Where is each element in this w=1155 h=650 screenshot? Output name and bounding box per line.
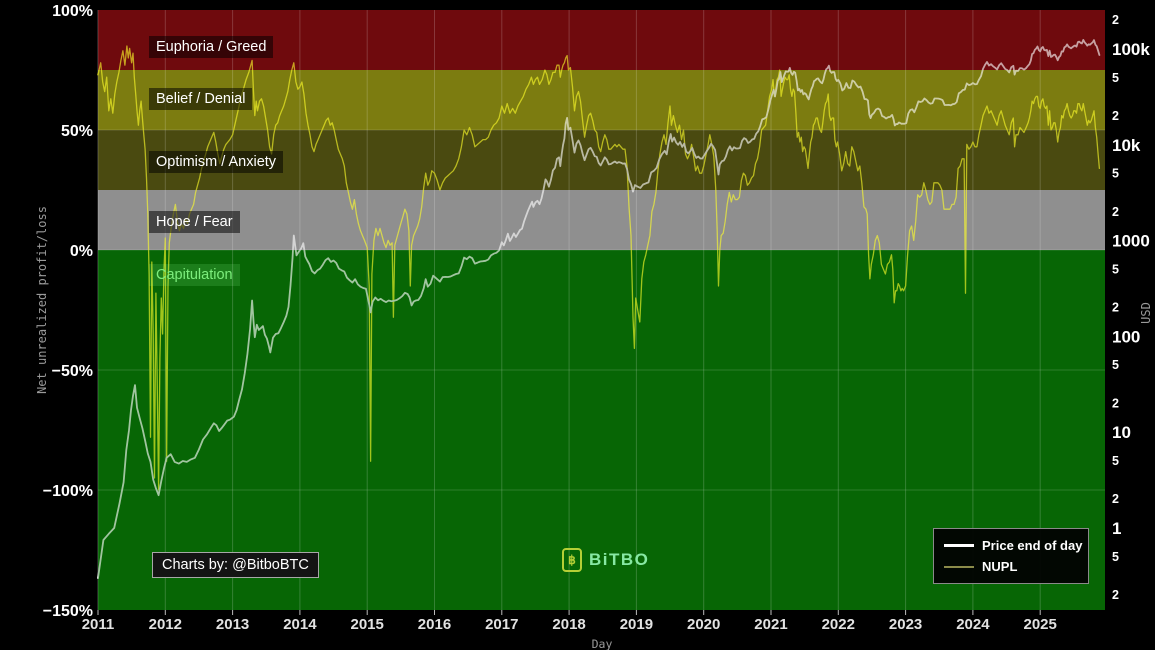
x-tick-label: 2024 — [956, 616, 990, 633]
bitcoin-b-icon: ฿ — [562, 548, 582, 572]
x-tick-label: 2016 — [418, 616, 451, 633]
y-axis-title-left: Net unrealized profit/loss — [35, 206, 49, 394]
y-right-tick-label: 2 — [1112, 205, 1119, 219]
x-tick-label: 2023 — [889, 616, 922, 633]
y-left-tick-label: 50% — [61, 123, 93, 140]
y-left-tick-label: −50% — [52, 363, 93, 380]
band-label-belief: Belief / Denial — [149, 88, 253, 110]
x-tick-label: 2022 — [822, 616, 855, 633]
x-tick-label: 2019 — [620, 616, 653, 633]
y-right-tick-label: 2 — [1112, 492, 1119, 506]
gridlines — [97, 10, 1105, 610]
band-label-euphoria: Euphoria / Greed — [149, 36, 274, 58]
bitbo-logo: ฿ BiTBO — [562, 548, 649, 572]
nupl-line — [97, 45, 1101, 491]
x-tick-label: 2014 — [283, 616, 317, 633]
y-right-tick-label: 100 — [1112, 327, 1140, 346]
y-right-tick-label: 2 — [1112, 109, 1119, 123]
watermark-text: Charts by: @BitboBTC — [162, 557, 309, 573]
y-right-tick-label: 2 — [1112, 588, 1119, 602]
bitbo-logo-text: BiTBO — [589, 550, 650, 569]
y-right-tick-label: 1000 — [1112, 232, 1150, 251]
price-line — [97, 39, 1101, 579]
x-tick-label: 2020 — [687, 616, 720, 633]
y-right-tick-label: 10k — [1112, 136, 1141, 155]
y-right-tick-label: 10 — [1112, 423, 1131, 442]
y-right-tick-label: 5 — [1112, 262, 1119, 276]
y-right-tick-label: 5 — [1112, 550, 1119, 564]
x-tick-label: 2021 — [754, 616, 787, 633]
x-tick-label: 2013 — [216, 616, 249, 633]
series-lines — [97, 39, 1101, 579]
watermark-credit: Charts by: @BitboBTC — [152, 552, 319, 578]
legend-item-nupl[interactable]: NUPL — [934, 559, 1088, 574]
axis-ticks: 100% 50% 0% −50% −100% −150% 2 100k 5 2 10k 5 2 1000 5… — [43, 3, 1151, 633]
y-left-tick-label: 100% — [52, 3, 93, 20]
price-line-swatch — [944, 544, 974, 547]
x-tick-label: 2025 — [1024, 616, 1057, 633]
x-tick-label: 2017 — [485, 616, 518, 633]
x-tick-label: 2012 — [149, 616, 182, 633]
x-tick-label: 2011 — [82, 616, 115, 633]
legend-label-nupl: NUPL — [982, 559, 1018, 574]
y-left-tick-label: −100% — [43, 483, 93, 500]
x-axis-title: Day — [591, 637, 613, 650]
y-right-tick-label: 2 — [1112, 13, 1119, 27]
nupl-line-swatch — [944, 565, 974, 568]
band-label-capitulation: Capitulation — [149, 264, 240, 286]
y-right-tick-label: 5 — [1112, 358, 1119, 372]
band-label-hope: Hope / Fear — [149, 211, 240, 233]
y-right-tick-label: 5 — [1112, 454, 1119, 468]
band-hope — [98, 190, 1105, 250]
legend-label-price: Price end of day — [982, 538, 1083, 553]
band-label-optimism: Optimism / Anxiety — [149, 151, 284, 173]
x-tick-label: 2015 — [351, 616, 384, 633]
chart-legend: Price end of day NUPL — [933, 528, 1089, 584]
y-right-tick-label: 5 — [1112, 71, 1119, 85]
y-right-tick-label: 5 — [1112, 167, 1119, 181]
y-left-tick-label: −150% — [43, 603, 93, 620]
y-right-tick-label: 2 — [1112, 301, 1119, 315]
y-axis-title-right: USD — [1139, 302, 1153, 324]
y-left-tick-label: 0% — [70, 243, 93, 260]
legend-item-price[interactable]: Price end of day — [934, 538, 1088, 553]
x-tick-label: 2018 — [552, 616, 585, 633]
y-right-tick-label: 2 — [1112, 396, 1119, 410]
y-right-tick-label: 100k — [1112, 40, 1150, 59]
y-right-tick-label: 1 — [1112, 519, 1121, 538]
